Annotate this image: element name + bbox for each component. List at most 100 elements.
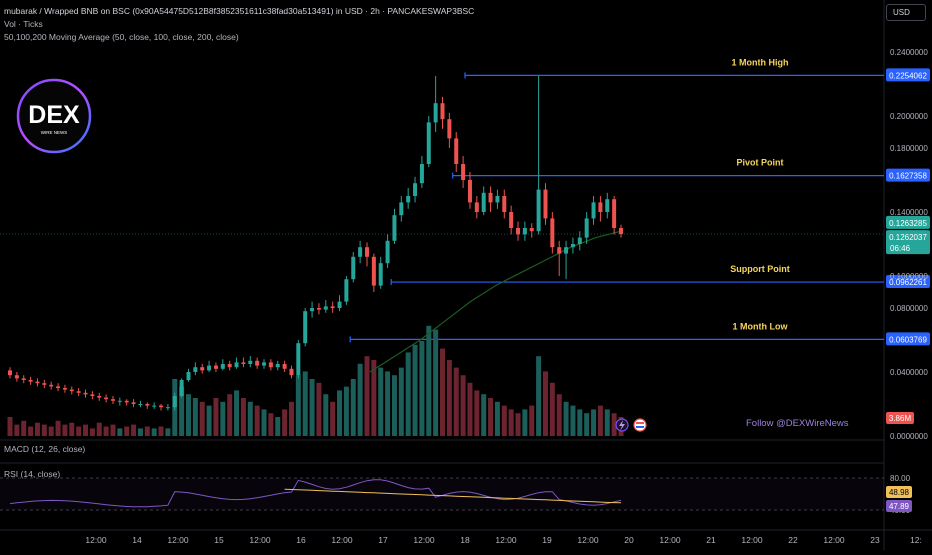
- volume-bar: [227, 394, 233, 436]
- candle-body: [378, 263, 383, 286]
- candle-body: [419, 164, 424, 184]
- flag-stripe: [636, 426, 644, 428]
- rsi-band: [0, 478, 884, 510]
- volume-bar: [343, 386, 349, 436]
- dex-wire-news-logo: DEX WIRE NEWS: [14, 76, 94, 156]
- time-tick-label: 18: [460, 535, 470, 545]
- moving-average-indicator-label[interactable]: 50,100,200 Moving Average (50, close, 10…: [4, 32, 239, 42]
- last-price-label: 0.1262037: [889, 233, 927, 242]
- volume-bar: [220, 401, 226, 436]
- candle-body: [529, 228, 534, 232]
- volume-bar: [337, 390, 343, 436]
- candle-body: [165, 407, 170, 409]
- candle-body: [124, 400, 129, 403]
- rsi-ma-line: [284, 488, 622, 504]
- candle-body: [200, 367, 205, 371]
- candle-body: [495, 196, 500, 203]
- time-axis[interactable]: 12:00 14 12:00 15 12:00 16 12:00 17 12:00 18 12:00…: [85, 535, 922, 545]
- price-axis[interactable]: 0.2400000 0.2000000 0.1800000 0.1400000 0.10…: [886, 48, 930, 515]
- candle-body: [385, 240, 390, 264]
- candle-body: [570, 244, 575, 248]
- price-badge: [886, 215, 930, 229]
- candle-body: [8, 370, 12, 376]
- candle-body: [21, 378, 26, 380]
- rsi-badge: [886, 500, 912, 512]
- candle-body: [564, 247, 569, 254]
- candle-body: [502, 196, 507, 212]
- time-tick-label: 12:00: [495, 535, 517, 545]
- level-price-label: 0.2254062: [889, 71, 927, 80]
- candle-body: [35, 381, 40, 384]
- candle-body: [330, 306, 335, 308]
- volume-bar: [467, 382, 473, 436]
- candle-body: [351, 256, 356, 280]
- volume-bar: [515, 413, 521, 436]
- volume-bar: [385, 371, 391, 436]
- volume-bar: [14, 424, 20, 436]
- volume-bar: [323, 394, 329, 436]
- volume-bar: [240, 398, 246, 436]
- candle-body: [619, 228, 623, 235]
- candle-body: [220, 364, 225, 369]
- candle-body: [303, 311, 308, 344]
- volume-bar: [34, 422, 40, 436]
- price-tick-label: 0.0800000: [890, 304, 928, 313]
- volume-bar: [604, 409, 610, 436]
- volume-bar: [412, 344, 418, 436]
- volume-bar: [7, 417, 13, 436]
- candle-body: [110, 399, 115, 401]
- candle-body: [522, 228, 527, 235]
- price-tick-label: 0.0400000: [890, 368, 928, 377]
- volume-bar: [76, 426, 82, 436]
- candle-body: [426, 122, 431, 164]
- candle-body: [296, 343, 301, 376]
- flag-icon: [633, 418, 647, 432]
- price-tick-label: 0.1800000: [890, 144, 928, 153]
- rsi-panel: [0, 477, 884, 511]
- time-tick-label: 23: [870, 535, 880, 545]
- volume-bar: [309, 379, 315, 436]
- volume-bar: [55, 420, 61, 436]
- price-tick-label: 0.2000000: [890, 112, 928, 121]
- candle-body: [62, 388, 67, 390]
- volume-bar: [199, 401, 205, 436]
- candle-body: [358, 247, 363, 257]
- candle-body: [14, 375, 19, 379]
- time-tick-label: 12:00: [741, 535, 763, 545]
- candle-body: [371, 256, 376, 286]
- volume-bar: [165, 428, 171, 436]
- candle-body: [612, 199, 617, 228]
- candle-body: [207, 365, 212, 371]
- candle-body: [454, 138, 459, 164]
- volume-bar: [295, 375, 301, 436]
- volume-badge-label: 3.86M: [889, 414, 912, 423]
- candle-body: [268, 362, 273, 368]
- time-tick-label: 14: [132, 535, 142, 545]
- volume-bar: [48, 426, 54, 436]
- candle-body: [289, 368, 294, 376]
- level-price-badge: [886, 168, 930, 182]
- volume-bar: [584, 413, 590, 436]
- candle-body: [213, 365, 218, 369]
- volume-bar: [460, 375, 466, 436]
- volume-indicator-label[interactable]: Vol · Ticks: [4, 19, 43, 29]
- last-price-badge: [886, 230, 930, 255]
- volume-bar: [21, 420, 27, 436]
- candle-body: [406, 196, 411, 203]
- volume-bar: [185, 394, 191, 436]
- candles: [8, 76, 623, 411]
- level-name: 1 Month High: [732, 57, 789, 67]
- candle-body: [56, 386, 61, 388]
- rsi-title[interactable]: RSI (14, close): [4, 469, 61, 479]
- macd-title[interactable]: MACD (12, 26, close): [4, 444, 86, 454]
- candle-body: [536, 189, 541, 232]
- volume-bar: [213, 398, 219, 436]
- candle-body: [28, 380, 33, 382]
- time-tick-label: 12:00: [331, 535, 353, 545]
- level-price-badge: [886, 275, 930, 289]
- currency-button[interactable]: USD: [886, 4, 926, 21]
- symbol-title[interactable]: mubarak / Wrapped BNB on BSC (0x90A54475…: [4, 6, 475, 16]
